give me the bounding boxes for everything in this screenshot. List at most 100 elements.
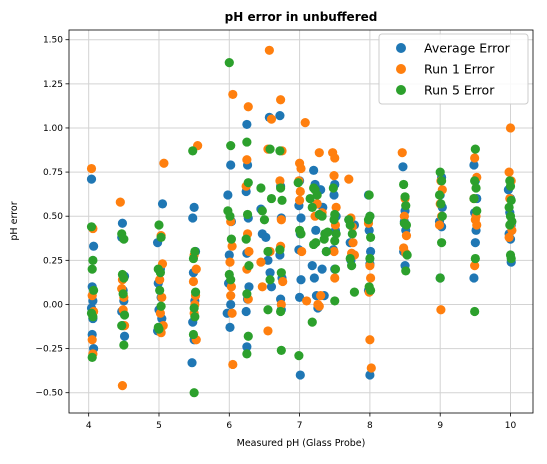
run-5-error-point [307,202,317,212]
run-5-error-point [437,211,447,221]
y-tick-label: 1.50 [43,36,63,46]
run-5-error-point [263,246,273,257]
run-5-error-point [505,220,515,230]
run-5-error-point [471,183,481,193]
average-error-point [329,190,339,200]
y-axis-label: pH error [9,201,20,240]
run-5-error-point [323,227,333,237]
run-5-error-point [156,301,166,311]
average-error-point [225,322,235,332]
average-error-point [266,282,277,292]
average-error-point [89,241,99,251]
run-5-error-point [311,238,321,248]
run-5-error-point [88,312,98,322]
average-error-point [294,292,305,302]
average-error-point [309,165,319,175]
run-5-error-point [118,289,128,299]
run-5-error-point [190,312,200,322]
run-5-error-point [188,146,198,156]
run-1-error-point [257,282,267,292]
run-5-error-point [328,183,338,193]
run-1-error-point [302,296,312,306]
run-5-error-point [437,238,447,248]
legend-box [378,33,529,105]
legend-label-run-5-error: Run 5 Error [424,83,495,98]
run-5-error-point [154,220,164,230]
run-5-error-point [275,245,285,255]
average-error-point [224,250,234,260]
run-1-error-point [278,276,288,287]
run-5-error-point [434,190,445,200]
run-5-error-point [242,289,252,299]
x-tick-label: 5 [156,421,162,431]
average-error-point [119,331,130,341]
run-5-error-point [401,220,412,230]
run-1-error-point [295,186,305,197]
run-5-error-point [257,206,267,216]
run-5-error-point [155,268,165,278]
run-5-error-point [155,285,165,295]
y-tick-label: 0.25 [43,256,63,266]
run-5-error-point [241,234,251,244]
run-1-error-point [294,195,305,205]
average-error-point [469,160,479,170]
run-5-error-point [275,146,285,156]
run-1-error-point [244,246,254,257]
chart-title: pH error in unbuffered [225,10,378,24]
run-5-error-point [244,261,254,271]
run-1-error-point [275,176,285,186]
average-error-point [309,273,319,283]
average-error-point [307,261,317,271]
run-1-error-point [157,292,167,302]
run-5-error-legend-marker [396,85,406,95]
y-tick-label: 1.00 [43,124,63,134]
run-1-error-point [276,299,286,310]
run-5-error-point [226,275,236,285]
y-tick-label: −0.50 [35,389,63,399]
run-1-error-point [266,114,277,124]
run-1-error-point [225,257,235,267]
run-5-error-point [276,306,286,317]
run-1-error-point [329,171,339,181]
average-error-point [244,282,254,292]
average-error-point [189,202,199,212]
average-error-point [295,370,305,380]
run-1-error-point [401,231,412,241]
run-1-error-point [314,148,324,158]
run-5-error-point [349,287,360,297]
run-1-error-point [470,153,480,163]
run-1-error-point [226,282,236,292]
run-5-error-point [330,264,341,274]
run-1-error-point [115,197,125,207]
average-error-point [86,174,97,184]
run-1-error-point [228,89,238,100]
run-5-error-point [363,215,374,225]
run-5-error-point [156,232,166,242]
run-5-error-point [401,201,411,211]
run-5-error-point [347,261,357,271]
average-error-point [242,119,252,130]
run-5-error-point [226,234,236,244]
average-error-point [366,246,376,257]
run-5-error-point [119,234,129,244]
run-5-error-point [189,388,199,398]
average-error-point [157,199,168,209]
run-5-error-point [189,303,199,313]
x-tick-label: 10 [505,421,517,431]
run-1-error-point [243,102,253,112]
run-5-error-point [317,211,327,221]
run-5-error-point [88,255,98,265]
run-1-error-point [297,246,307,257]
run-5-error-point [117,321,127,331]
run-1-error-point [276,95,286,105]
run-5-error-series [86,58,517,398]
run-5-error-point [469,193,479,204]
run-5-error-point [470,176,480,186]
run-1-error-point [366,273,376,283]
run-1-error-point [330,153,340,163]
average-error-point [470,238,480,248]
x-axis-label: Measured pH (Glass Probe) [237,438,366,449]
average-error-point [265,268,275,278]
run-5-error-point [366,232,376,242]
run-1-error-legend-marker [396,64,406,74]
